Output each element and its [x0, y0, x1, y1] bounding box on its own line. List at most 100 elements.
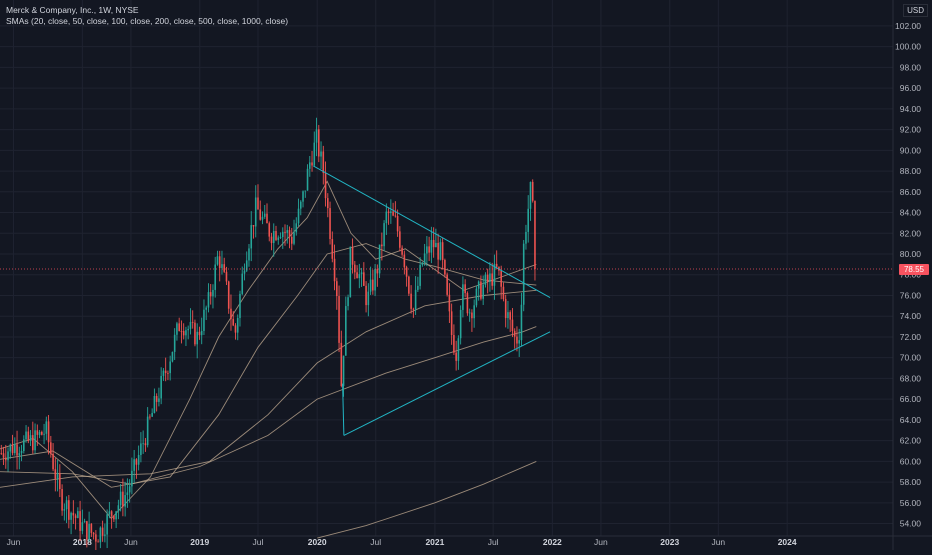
candle-body	[428, 246, 430, 253]
candle-body	[225, 271, 228, 282]
candle-body	[484, 274, 487, 285]
candle-body	[338, 296, 340, 343]
candle-body	[421, 262, 424, 265]
candle-body	[128, 486, 131, 493]
candle-body	[221, 264, 223, 268]
candle-body	[261, 216, 264, 220]
candle-body	[266, 213, 268, 224]
candle-body	[308, 162, 311, 169]
candle-body	[0, 453, 3, 454]
candle-body	[412, 308, 415, 310]
candle-body	[525, 231, 527, 244]
candle-body	[34, 430, 36, 451]
candle-body	[54, 469, 57, 479]
candle-body	[241, 273, 244, 294]
candle-body	[32, 435, 34, 451]
x-tick-label: Jun	[124, 537, 138, 547]
trendline-1[interactable]	[313, 165, 551, 298]
candle-body	[72, 512, 75, 516]
candle-body	[74, 515, 77, 518]
candle-body	[529, 181, 532, 209]
x-tick-label: Jun	[7, 537, 21, 547]
sma-line-1	[0, 180, 537, 520]
candle-body	[317, 129, 320, 157]
candle-body	[90, 523, 93, 533]
candle-body	[149, 416, 151, 418]
candle-body	[430, 239, 433, 253]
candle-body	[252, 225, 255, 227]
y-tick-label: 66.00	[900, 394, 922, 404]
trendline-3[interactable]	[342, 383, 345, 436]
candle-body	[401, 247, 403, 255]
candle-body	[511, 319, 514, 331]
candle-body	[324, 173, 327, 199]
candle-body	[155, 396, 158, 402]
candle-body	[475, 288, 478, 306]
candle-body	[477, 281, 480, 289]
currency-label: USD	[903, 4, 928, 17]
candle-body	[4, 457, 7, 461]
trendline-2[interactable]	[343, 331, 551, 436]
candle-body	[173, 334, 176, 352]
candle-body	[493, 263, 496, 286]
candle-body	[9, 444, 12, 452]
candle-body	[36, 430, 39, 435]
candle-body	[268, 223, 271, 237]
candle-body	[311, 162, 313, 166]
candle-body	[254, 197, 257, 227]
candle-body	[473, 305, 475, 319]
candle-body	[272, 231, 275, 244]
candle-body	[531, 181, 534, 201]
candle-body	[486, 274, 489, 282]
candle-body	[108, 511, 111, 515]
candle-body	[513, 330, 516, 337]
candle-body	[331, 238, 334, 259]
candle-body	[18, 453, 21, 456]
candle-body	[205, 307, 208, 310]
candle-body	[392, 211, 394, 216]
candle-body	[453, 335, 455, 353]
candle-body	[441, 242, 444, 261]
candle-body	[79, 511, 81, 531]
candle-body	[209, 292, 212, 297]
candle-body	[113, 515, 115, 520]
y-tick-label: 88.00	[900, 166, 922, 176]
candle-body	[124, 495, 126, 507]
candle-body	[151, 412, 153, 417]
candle-body	[110, 511, 113, 516]
candle-body	[117, 505, 120, 512]
candle-body	[489, 273, 491, 282]
candle-body	[414, 289, 417, 310]
candle-body	[399, 231, 401, 248]
y-tick-label: 58.00	[900, 477, 922, 487]
candle-body	[446, 274, 448, 295]
y-tick-label: 90.00	[900, 145, 922, 155]
candle-body	[304, 190, 307, 192]
sma-line-4	[0, 326, 537, 485]
candle-body	[480, 281, 482, 299]
candle-body	[122, 491, 124, 507]
candle-body	[25, 431, 27, 440]
sma-line-5	[317, 460, 537, 539]
symbol-title[interactable]: Merck & Company, Inc., 1W, NYSE	[6, 5, 139, 15]
candle-body	[101, 527, 104, 536]
candle-body	[59, 473, 61, 490]
x-tick-label: Jul	[253, 537, 264, 547]
candle-body	[68, 500, 70, 520]
candle-body	[23, 439, 25, 451]
candle-body	[7, 451, 9, 461]
candle-body	[522, 243, 525, 305]
y-tick-label: 78.00	[900, 270, 922, 280]
candle-body	[450, 311, 453, 336]
candle-body	[95, 534, 97, 542]
candle-body	[437, 242, 439, 260]
candle-body	[396, 215, 399, 232]
x-tick-label: Jun	[711, 537, 725, 547]
chart-legend: Merck & Company, Inc., 1W, NYSE SMAs (20…	[6, 5, 288, 27]
candle-body	[178, 323, 180, 332]
candle-body	[383, 223, 385, 247]
candle-body	[162, 370, 165, 376]
sma-indicator-label[interactable]: SMAs (20, close, 50, close, 100, close, …	[6, 16, 289, 26]
